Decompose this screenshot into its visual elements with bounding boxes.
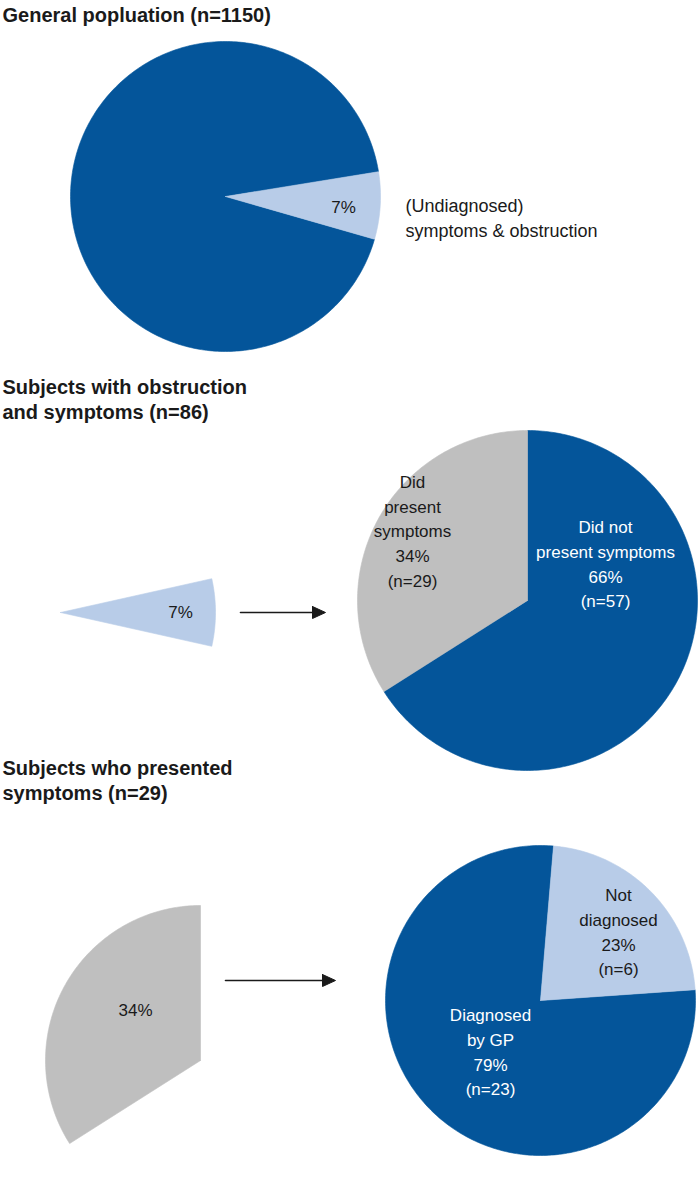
svg-text:Subjects who presentedsymptoms: Subjects who presentedsymptoms (n=29)	[3, 757, 233, 804]
svg-text:General popluation (n=1150): General popluation (n=1150)	[3, 4, 271, 26]
svg-text:7%: 7%	[331, 198, 356, 217]
svg-text:Didpresentsymptoms34%(n=29): Didpresentsymptoms34%(n=29)	[374, 473, 451, 591]
svg-text:34%: 34%	[118, 1001, 152, 1020]
svg-text:Diagnosedby GP79%(n=23): Diagnosedby GP79%(n=23)	[450, 1006, 531, 1099]
svg-text:Did notpresent symptoms66%(n=5: Did notpresent symptoms66%(n=57)	[536, 518, 675, 611]
svg-text:Notdiagnosed23%(n=6): Notdiagnosed23%(n=6)	[579, 886, 657, 979]
svg-text:Subjects with obstructionand s: Subjects with obstructionand symptoms (n…	[3, 376, 247, 423]
svg-text:7%: 7%	[168, 603, 193, 622]
svg-text:(Undiagnosed)symptoms & obstru: (Undiagnosed)symptoms & obstruction	[406, 196, 598, 241]
